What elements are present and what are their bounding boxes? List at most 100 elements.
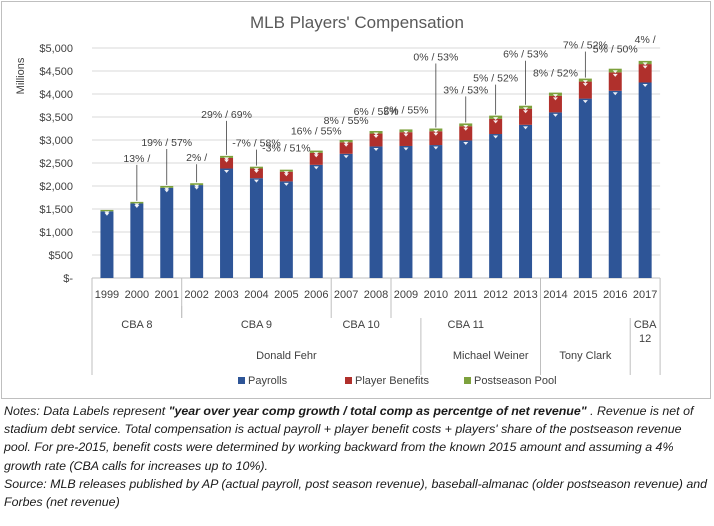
data-label-2002: 2% /	[186, 152, 207, 164]
segment-marker	[283, 173, 289, 177]
leader-label: Donald Fehr	[256, 350, 317, 362]
bar-postseason-pool-2005	[279, 169, 293, 172]
legend-swatch	[464, 377, 471, 384]
legend-swatch	[345, 377, 352, 384]
bar-payrolls-2012	[489, 134, 503, 278]
bar-stack-2003	[220, 155, 234, 278]
segment-marker	[283, 171, 289, 175]
segment-marker	[373, 147, 379, 151]
bar-postseason-pool-2002	[190, 183, 204, 186]
bar-stack-2005	[279, 169, 293, 278]
bar-stack-2001	[160, 186, 174, 278]
notes-source: Source: MLB releases published by AP (ac…	[4, 476, 707, 510]
segment-marker	[224, 159, 230, 163]
data-label-2014: 8% / 52%	[533, 68, 578, 80]
bar-stack-2012	[489, 115, 503, 278]
segment-marker	[523, 110, 529, 114]
segment-marker	[493, 135, 499, 139]
bar-player-benefits-2015	[578, 81, 592, 99]
segment-marker	[194, 184, 200, 188]
x-tick-label: 2005	[274, 289, 298, 301]
segment-marker	[313, 166, 319, 170]
bar-player-benefits-2017	[638, 64, 652, 83]
bar-player-benefits-2010	[429, 131, 443, 146]
bar-stack-2017	[638, 60, 652, 278]
bar-stack-2011	[459, 123, 473, 278]
segment-marker	[403, 147, 409, 151]
segment-marker	[493, 117, 499, 121]
x-tick-label: 2006	[304, 289, 328, 301]
data-label-2017: 4% /	[635, 34, 656, 46]
bar-payrolls-2005	[279, 181, 293, 278]
x-axis: 1999 2000 2001 2002 2003 2004 2005 2006 2007 2008…	[91, 278, 661, 375]
cba-label: CBA 9	[241, 319, 272, 331]
x-tick-label: 2003	[214, 289, 238, 301]
segment-marker	[253, 179, 259, 183]
legend-label: Player Benefits	[355, 375, 429, 387]
bar-postseason-pool-2015	[578, 78, 592, 82]
bar-postseason-pool-1999	[100, 209, 114, 212]
bar-player-benefits-2016	[608, 72, 622, 91]
x-tick-label: 2002	[184, 289, 208, 301]
segment-marker	[463, 141, 469, 145]
bar-stack-2010	[429, 128, 443, 278]
y-tick-label: $5,000	[39, 43, 73, 55]
segment-marker	[463, 124, 469, 128]
bar-payrolls-2004	[249, 178, 263, 278]
leader-label: Michael Weiner	[453, 350, 529, 362]
y-tick-label: $2,000	[39, 181, 73, 193]
data-label-2000: 13% /	[123, 153, 150, 165]
data-label-2005: -3% / 51%	[262, 143, 310, 155]
y-tick-label: $4,500	[39, 66, 73, 78]
bar-player-benefits-2009	[399, 132, 413, 146]
bar-stack-2016	[608, 68, 622, 278]
segment-marker	[433, 146, 439, 150]
bar-postseason-pool-2008	[369, 131, 383, 134]
notes-body: . Revenue is net of stadium debt service…	[4, 404, 694, 473]
bar-stack-2002	[190, 183, 204, 278]
legend: Payrolls Player Benefits Postseason Pool	[238, 375, 557, 387]
y-tick-label: $-	[63, 273, 73, 285]
segment-marker	[612, 73, 618, 77]
bar-payrolls-2015	[578, 98, 592, 278]
bar-payrolls-2009	[399, 145, 413, 278]
cba-label: CBA 8	[121, 319, 152, 331]
bar-postseason-pool-2000	[130, 201, 144, 204]
cba-label: CBA	[634, 319, 657, 331]
x-tick-label: 2013	[513, 289, 537, 301]
x-tick-label: 2000	[125, 289, 149, 301]
y-tick-label: $4,000	[39, 89, 73, 101]
bar-payrolls-2001	[160, 187, 174, 278]
bar-payrolls-2014	[548, 112, 562, 279]
legend-item-player-benefits: Player Benefits	[345, 375, 429, 387]
bar-player-benefits-2011	[459, 126, 473, 141]
y-tick-label: $1,000	[39, 227, 73, 239]
segment-marker	[552, 97, 558, 101]
y-tick-labels: $- $500 $1,000 $1,500 $2,000 $2,500 $3,000 $3,5…	[39, 43, 73, 285]
bar-payrolls-2010	[429, 145, 443, 278]
bar-postseason-pool-2009	[399, 129, 413, 133]
segment-marker	[283, 182, 289, 186]
legend-item-postseason-pool: Postseason Pool	[464, 375, 557, 387]
bar-stack-1999	[100, 209, 114, 278]
bar-payrolls-2017	[638, 82, 652, 278]
segment-marker	[552, 94, 558, 98]
chart-title: MLB Players' Compensation	[250, 13, 464, 32]
data-label-2016: 5% / 50%	[593, 44, 638, 56]
segment-marker	[433, 130, 439, 133]
data-label-2003: 29% / 69%	[201, 109, 252, 121]
bar-payrolls-2002	[190, 185, 204, 278]
x-tick-label: 1999	[95, 289, 119, 301]
x-tick-label: 2004	[244, 289, 268, 301]
y-tick-label: $2,500	[39, 158, 73, 170]
segment-marker	[224, 157, 230, 161]
bar-stack-2009	[399, 129, 413, 278]
segment-marker	[582, 83, 588, 87]
legend-item-payrolls: Payrolls	[238, 375, 288, 387]
segment-marker	[493, 120, 499, 124]
bar-payrolls-2013	[519, 124, 533, 278]
x-tick-label: 2016	[603, 289, 627, 301]
bar-stack-2008	[369, 131, 383, 278]
data-label-2007: 8% / 55%	[324, 115, 369, 127]
segment-marker	[612, 70, 618, 74]
